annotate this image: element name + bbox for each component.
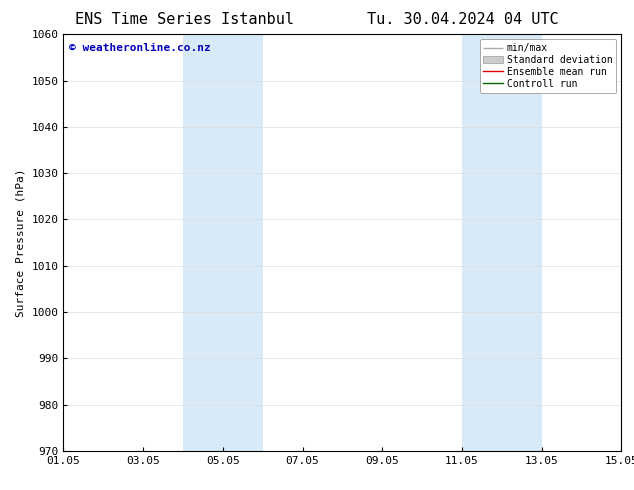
Legend: min/max, Standard deviation, Ensemble mean run, Controll run: min/max, Standard deviation, Ensemble me… (479, 39, 616, 93)
Bar (183, 34, 262, 451)
Y-axis label: Surface Pressure (hPa): Surface Pressure (hPa) (16, 168, 26, 317)
Text: ENS Time Series Istanbul        Tu. 30.04.2024 04 UTC: ENS Time Series Istanbul Tu. 30.04.2024 … (75, 12, 559, 27)
Text: © weatheronline.co.nz: © weatheronline.co.nz (69, 43, 210, 52)
Bar (462, 34, 541, 451)
